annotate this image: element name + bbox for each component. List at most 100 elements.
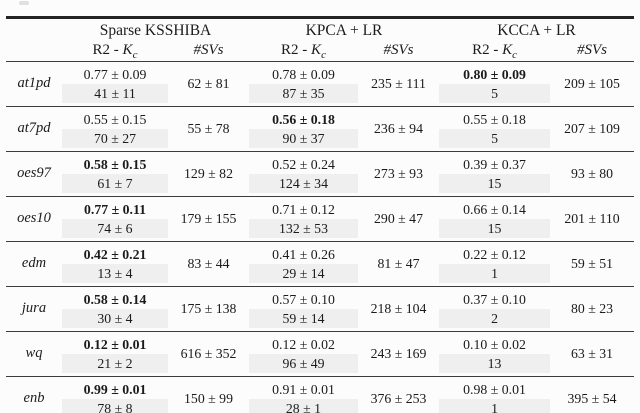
dataset-label: wq <box>25 345 43 361</box>
svs-value: 209 ± 105 <box>564 75 620 91</box>
kc-value: 132 ± 53 <box>249 218 358 238</box>
r2-value: 0.91 ± 0.01 <box>272 381 335 397</box>
r2-value: 0.12 ± 0.02 <box>272 336 335 352</box>
r2-kc-cell: 0.12 ± 0.02 96 ± 49 <box>249 331 358 376</box>
svs-value: 63 ± 31 <box>570 345 614 361</box>
dataset-label: enb <box>23 390 45 406</box>
results-table: Sparse KSSHIBA KPCA + LR KCCA + LR R2 - … <box>6 16 635 413</box>
kc-value: 28 ± 1 <box>249 398 358 413</box>
r2-kc-cell: 0.99 ± 0.01 78 ± 8 <box>62 376 168 413</box>
subheader-row: R2 - Kc #SVs R2 - Kc #SVs R2 - Kc #SVs <box>6 41 635 62</box>
r2-kc-cell: 0.71 ± 0.12 132 ± 53 <box>249 196 358 241</box>
svs-value: 207 ± 109 <box>564 120 620 136</box>
r2-value: 0.80 ± 0.09 <box>463 66 526 82</box>
r2-kc-label: R2 - Kc <box>281 42 326 61</box>
table-row: jura 0.58 ± 0.14 30 ± 4 175 ± 138 0.57 ±… <box>6 286 635 331</box>
table-row: wq 0.12 ± 0.01 21 ± 2 616 ± 352 0.12 ± 0… <box>6 331 635 376</box>
r2-kc-cell: 0.37 ± 0.10 2 <box>439 286 551 331</box>
svs-value: 62 ± 81 <box>187 75 230 91</box>
r2-kc-label: R2 - Kc <box>92 42 138 61</box>
kc-value: 90 ± 37 <box>249 128 358 148</box>
r2-value: 0.98 ± 0.01 <box>463 381 526 397</box>
r2-value: 0.66 ± 0.14 <box>463 201 526 217</box>
svs-value: 218 ± 104 <box>370 300 427 316</box>
svs-value: 83 ± 44 <box>187 255 230 271</box>
r2-kc-cell: 0.77 ± 0.11 74 ± 6 <box>62 196 168 241</box>
svs-value: 55 ± 78 <box>187 120 230 136</box>
svs-value: 236 ± 94 <box>374 120 423 136</box>
svs-value: 616 ± 352 <box>180 345 237 361</box>
r2-kc-cell: 0.52 ± 0.24 124 ± 34 <box>249 151 358 196</box>
subheader-r2-kc-sparse: R2 - Kc <box>62 41 168 62</box>
kc-subscript: c <box>512 49 517 61</box>
kc-value: 78 ± 8 <box>62 398 168 413</box>
kc-value: 13 <box>439 353 551 373</box>
svs-value: 201 ± 110 <box>564 210 620 226</box>
group-header-row: Sparse KSSHIBA KPCA + LR KCCA + LR <box>6 18 634 42</box>
r2-kc-cell: 0.12 ± 0.01 21 ± 2 <box>62 331 168 376</box>
kc-value: 5 <box>439 83 551 103</box>
kc-value: 61 ± 7 <box>62 173 168 193</box>
svs-value: 235 ± 111 <box>371 75 426 91</box>
r2-value: 0.58 ± 0.15 <box>83 156 147 172</box>
svs-value: 175 ± 138 <box>180 300 237 316</box>
r2-prefix: R2 - <box>472 42 503 58</box>
r2-value: 0.57 ± 0.10 <box>272 291 335 307</box>
r2-kc-cell: 0.98 ± 0.01 1 <box>439 376 551 413</box>
dataset-label: at1pd <box>17 75 51 91</box>
r2-value: 0.39 ± 0.37 <box>463 156 526 172</box>
table-row: oes10 0.77 ± 0.11 74 ± 6 179 ± 155 0.71 … <box>6 196 635 241</box>
kc-value: 59 ± 14 <box>249 308 358 328</box>
svs-value: 129 ± 82 <box>184 165 233 181</box>
kc-value: 21 ± 2 <box>62 353 168 373</box>
r2-value: 0.41 ± 0.26 <box>272 246 335 262</box>
r2-kc-cell: 0.78 ± 0.09 87 ± 35 <box>249 61 358 106</box>
svs-value: 80 ± 23 <box>570 300 614 316</box>
table-row: enb 0.99 ± 0.01 78 ± 8 150 ± 99 0.91 ± 0… <box>6 376 634 413</box>
svs-value: 273 ± 93 <box>374 165 423 181</box>
subheader-svs-kpca: #SVs <box>358 41 440 62</box>
r2-value: 0.55 ± 0.15 <box>83 111 147 127</box>
r2-kc-cell: 0.80 ± 0.09 5 <box>439 61 551 106</box>
r2-kc-label: R2 - Kc <box>472 42 517 61</box>
r2-prefix: R2 - <box>281 42 312 58</box>
kc-subscript: c <box>132 49 138 61</box>
r2-prefix: R2 - <box>92 42 123 58</box>
dataset-label: oes97 <box>17 165 51 181</box>
r2-kc-cell: 0.41 ± 0.26 29 ± 14 <box>249 241 358 286</box>
svs-value: 290 ± 47 <box>374 210 423 226</box>
r2-value: 0.56 ± 0.18 <box>272 111 335 127</box>
r2-kc-cell: 0.42 ± 0.21 13 ± 4 <box>62 241 168 286</box>
r2-value: 0.58 ± 0.14 <box>83 291 147 307</box>
kc-value: 96 ± 49 <box>249 353 358 373</box>
dataset-label: at7pd <box>17 120 51 136</box>
kc-value: 124 ± 34 <box>249 173 358 193</box>
r2-value: 0.77 ± 0.11 <box>84 201 146 217</box>
r2-value: 0.22 ± 0.12 <box>463 246 526 262</box>
table-row: at1pd 0.77 ± 0.09 41 ± 11 62 ± 81 0.78 ±… <box>6 61 635 106</box>
r2-value: 0.12 ± 0.01 <box>83 336 147 352</box>
corner-cell <box>6 41 62 62</box>
kc-value: 2 <box>439 308 551 328</box>
svs-value: 81 ± 47 <box>377 255 420 271</box>
subheader-svs-kcca: #SVs <box>550 41 635 62</box>
group-header-kpca-lr: KPCA + LR <box>249 18 439 42</box>
r2-kc-cell: 0.39 ± 0.37 15 <box>439 151 551 196</box>
kc-value: 29 ± 14 <box>249 263 358 283</box>
kc-value: 15 <box>439 218 551 238</box>
r2-kc-cell: 0.10 ± 0.02 13 <box>439 331 551 376</box>
r2-kc-cell: 0.55 ± 0.18 5 <box>439 106 551 151</box>
kc-symbol: K <box>122 42 133 58</box>
svs-value: 93 ± 80 <box>570 165 614 181</box>
group-label: KPCA + LR <box>305 22 383 39</box>
table-header: Sparse KSSHIBA KPCA + LR KCCA + LR R2 - … <box>6 18 635 62</box>
r2-value: 0.78 ± 0.09 <box>272 66 335 82</box>
svs-value: 150 ± 99 <box>184 390 233 406</box>
r2-kc-cell: 0.56 ± 0.18 90 ± 37 <box>249 106 358 151</box>
r2-kc-cell: 0.55 ± 0.15 70 ± 27 <box>62 106 168 151</box>
table-row: at7pd 0.55 ± 0.15 70 ± 27 55 ± 78 0.56 ±… <box>6 106 635 151</box>
corner-cell <box>6 18 62 42</box>
kc-value: 15 <box>439 173 551 193</box>
group-label: Sparse KSSHIBA <box>99 22 212 39</box>
subheader-r2-kc-kcca: R2 - Kc <box>439 41 551 62</box>
